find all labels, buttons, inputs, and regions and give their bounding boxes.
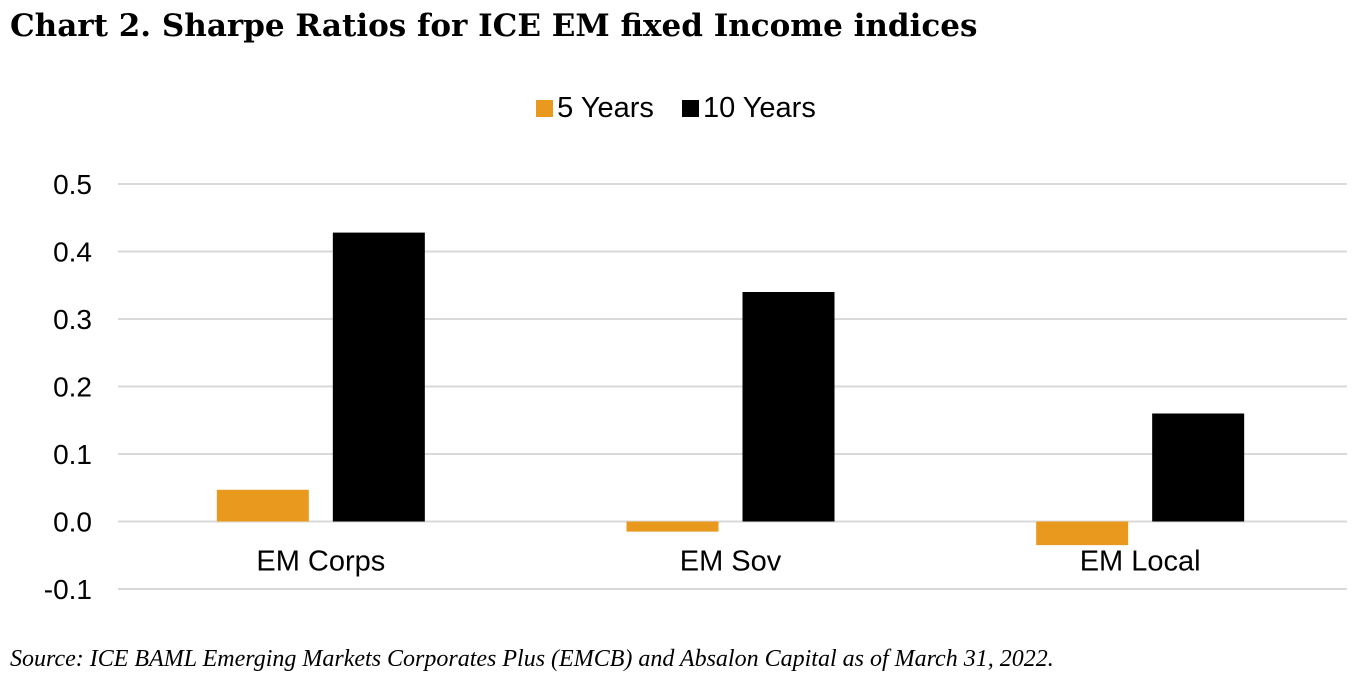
bar-10-years xyxy=(332,232,425,522)
y-tick-label: 0.1 xyxy=(53,439,92,470)
bar-10-years xyxy=(742,292,835,522)
legend-label-10-years: 10 Years xyxy=(702,92,816,124)
bar-5-years xyxy=(216,489,309,522)
y-tick-label: 0.3 xyxy=(53,304,92,335)
y-tick-label: 0.4 xyxy=(53,237,92,268)
chart-title: Chart 2. Sharpe Ratios for ICE EM fixed … xyxy=(10,8,978,44)
y-tick-label: 0.0 xyxy=(53,507,92,538)
bar-5-years xyxy=(1036,521,1129,546)
bar-chart: 0.5 0.4 0.3 0.2 0.1 0.0 -0.1 EM Corps EM Sov EM L… xyxy=(44,169,1347,605)
legend-item-5-years: 5 Years xyxy=(536,92,654,125)
legend-label-5-years: 5 Years xyxy=(557,92,654,124)
x-tick-label: EM Local xyxy=(1080,546,1201,578)
legend-swatch-5-years xyxy=(536,100,554,117)
y-tick-label: -0.1 xyxy=(44,574,92,605)
legend: 5 Years 10 Years xyxy=(0,92,1352,125)
x-tick-label: EM Corps xyxy=(256,546,385,578)
y-tick-label: 0.5 xyxy=(53,169,92,200)
bar-5-years xyxy=(626,521,719,532)
legend-swatch-10-years xyxy=(681,100,699,117)
bar-10-years xyxy=(1152,413,1245,522)
legend-item-10-years: 10 Years xyxy=(681,92,816,125)
y-tick-label: 0.2 xyxy=(53,372,92,403)
source-note: Source: ICE BAML Emerging Markets Corpor… xyxy=(10,646,1054,672)
x-tick-label: EM Sov xyxy=(680,546,782,578)
